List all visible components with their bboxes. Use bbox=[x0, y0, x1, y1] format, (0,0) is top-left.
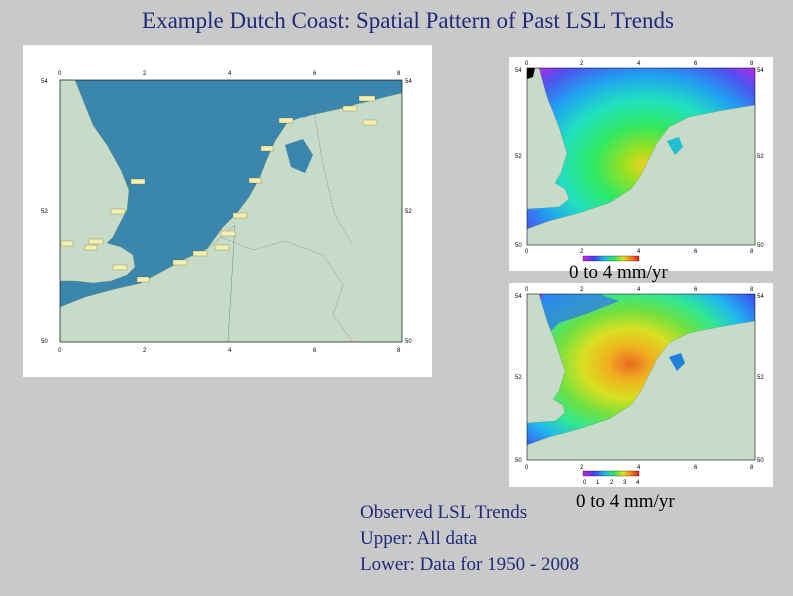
svg-text:4: 4 bbox=[636, 480, 640, 486]
ijsselmeer bbox=[285, 139, 313, 173]
svg-text:4: 4 bbox=[637, 465, 641, 471]
svg-text:50: 50 bbox=[515, 458, 522, 464]
lon-tick-bottom-8: 8 bbox=[397, 348, 401, 354]
upper-trend-map-panel: 0 2 4 6 8 0 2 4 6 8 54 52 50 54 52 50 bbox=[509, 57, 773, 271]
lat-tick-left-54: 54 bbox=[41, 79, 48, 85]
svg-text:54: 54 bbox=[757, 294, 764, 300]
svg-text:2: 2 bbox=[580, 287, 584, 293]
svg-text:0: 0 bbox=[525, 465, 529, 471]
svg-text:50: 50 bbox=[515, 243, 522, 249]
lon-tick-top-8: 8 bbox=[397, 71, 401, 77]
caption-line-3: Lower: Data for 1950 - 2008 bbox=[360, 554, 579, 575]
svg-text:54: 54 bbox=[515, 294, 522, 300]
svg-text:50: 50 bbox=[757, 458, 764, 464]
svg-text:4: 4 bbox=[637, 61, 641, 67]
lon-tick-top-2: 2 bbox=[143, 71, 147, 77]
svg-text:0: 0 bbox=[525, 61, 529, 67]
lon-tick-bottom-4: 4 bbox=[228, 348, 232, 354]
svg-text:52: 52 bbox=[515, 154, 522, 160]
lon-tick-top-4: 4 bbox=[228, 71, 232, 77]
upper-colorbar bbox=[582, 255, 640, 262]
svg-text:2: 2 bbox=[580, 249, 584, 255]
station-map-panel: 0 2 4 6 8 0 2 4 6 8 54 52 50 54 52 50 bbox=[23, 45, 432, 377]
svg-text:8: 8 bbox=[750, 61, 754, 67]
lon-tick-bottom-6: 6 bbox=[313, 348, 317, 354]
svg-text:4: 4 bbox=[637, 287, 641, 293]
svg-text:4: 4 bbox=[637, 249, 641, 255]
svg-text:52: 52 bbox=[515, 375, 522, 381]
svg-text:2: 2 bbox=[580, 465, 584, 471]
lower-trend-map-panel: 0 2 4 6 8 0 2 4 6 8 54 52 50 54 52 50 0 … bbox=[509, 283, 773, 487]
svg-text:52: 52 bbox=[757, 154, 764, 160]
caption: Observed LSL Trends Upper: All data Lowe… bbox=[360, 500, 579, 578]
station-map: 0 2 4 6 8 0 2 4 6 8 54 52 50 54 52 50 bbox=[41, 71, 412, 354]
svg-text:8: 8 bbox=[750, 287, 754, 293]
svg-text:0: 0 bbox=[583, 480, 587, 486]
svg-text:0: 0 bbox=[525, 287, 529, 293]
svg-text:52: 52 bbox=[757, 375, 764, 381]
uk-landmass bbox=[59, 79, 136, 284]
upper-trend-map: 0 2 4 6 8 0 2 4 6 8 54 52 50 54 52 50 bbox=[515, 61, 764, 262]
svg-text:3: 3 bbox=[623, 480, 627, 486]
lower-trend-map: 0 2 4 6 8 0 2 4 6 8 54 52 50 54 52 50 0 … bbox=[515, 287, 764, 486]
svg-text:6: 6 bbox=[694, 465, 698, 471]
svg-text:8: 8 bbox=[750, 465, 754, 471]
svg-text:8: 8 bbox=[750, 249, 754, 255]
lat-tick-left-50: 50 bbox=[41, 339, 48, 345]
lon-tick-bottom-2: 2 bbox=[143, 348, 147, 354]
svg-text:6: 6 bbox=[694, 249, 698, 255]
lat-tick-right-50: 50 bbox=[405, 339, 412, 345]
svg-text:54: 54 bbox=[757, 68, 764, 74]
lat-tick-right-52: 52 bbox=[405, 209, 412, 215]
lat-tick-left-52: 52 bbox=[41, 209, 48, 215]
svg-text:1: 1 bbox=[596, 480, 600, 486]
caption-line-2: Upper: All data bbox=[360, 528, 478, 549]
lon-tick-bottom-0: 0 bbox=[58, 348, 62, 354]
svg-text:2: 2 bbox=[610, 480, 614, 486]
svg-text:2: 2 bbox=[580, 61, 584, 67]
slide-title: Example Dutch Coast: Spatial Pattern of … bbox=[142, 8, 674, 33]
lat-tick-right-54: 54 bbox=[405, 79, 412, 85]
svg-text:50: 50 bbox=[757, 243, 764, 249]
svg-text:54: 54 bbox=[515, 68, 522, 74]
lon-tick-top-6: 6 bbox=[313, 71, 317, 77]
svg-text:6: 6 bbox=[694, 61, 698, 67]
upper-range-label: 0 to 4 mm/yr bbox=[569, 262, 668, 283]
lower-range-label: 0 to 4 mm/yr bbox=[576, 491, 675, 512]
lower-colorbar bbox=[582, 470, 640, 477]
svg-text:0: 0 bbox=[525, 249, 529, 255]
caption-line-1: Observed LSL Trends bbox=[360, 502, 528, 523]
lon-tick-top-0: 0 bbox=[58, 71, 62, 77]
svg-text:6: 6 bbox=[694, 287, 698, 293]
